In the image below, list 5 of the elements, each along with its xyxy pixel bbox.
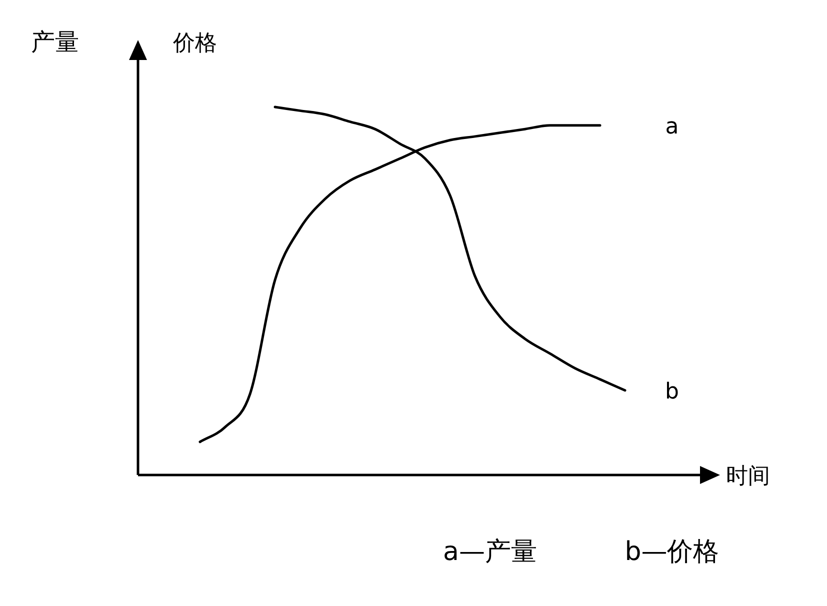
- ylabel: 产量: [31, 28, 79, 56]
- y2label: 价格: [173, 31, 217, 56]
- xlabel: 时间: [726, 464, 770, 489]
- annotation: a—产量: [443, 537, 537, 567]
- annotation: b—价格: [624, 537, 720, 567]
